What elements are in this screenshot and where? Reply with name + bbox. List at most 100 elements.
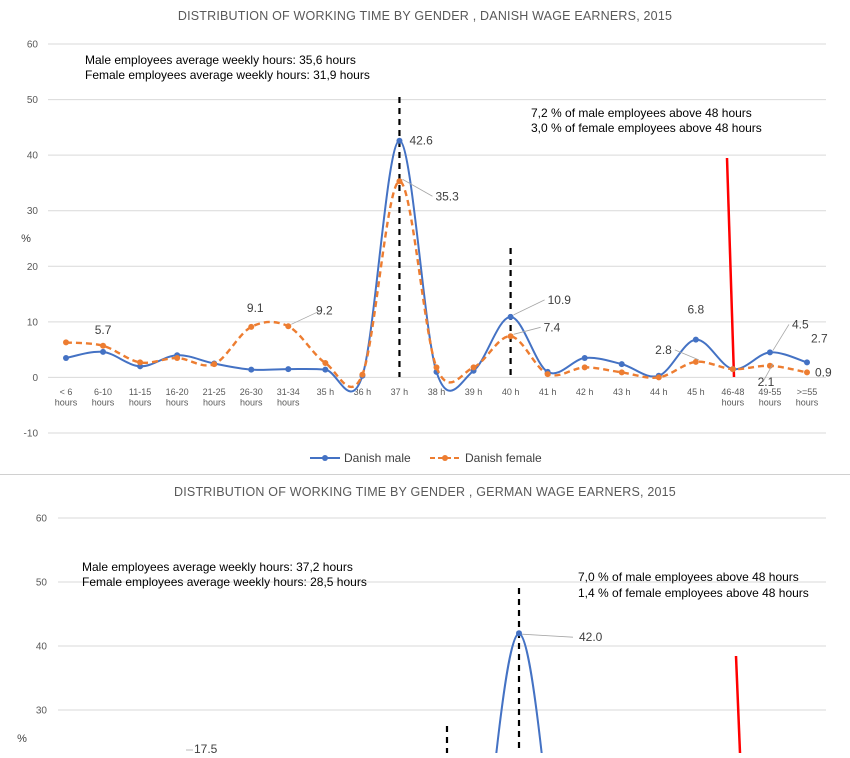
male-point: [322, 366, 329, 373]
x-tick-label: hours: [92, 398, 115, 408]
data-label: 42.6: [409, 134, 433, 148]
legend-male-label: Danish male: [344, 451, 411, 465]
male-point: [248, 366, 255, 373]
danish-chart: DISTRIBUTION OF WORKING TIME BY GENDER ,…: [21, 9, 832, 465]
y-tick-label: 20: [27, 262, 39, 273]
data-label-leader: [513, 299, 545, 316]
male-point: [285, 366, 292, 373]
y-tick-label: 30: [27, 206, 39, 217]
data-label: 17.5: [194, 742, 218, 753]
data-label: 0.9: [815, 365, 832, 379]
female-point: [285, 323, 292, 330]
german-chart: DISTRIBUTION OF WORKING TIME BY GENDER ,…: [17, 485, 826, 757]
female-point: [507, 333, 514, 340]
data-label: 2.1: [758, 375, 775, 389]
data-label-leader: [772, 324, 790, 351]
x-tick-label: 11-15: [129, 387, 151, 397]
data-label: 35.3: [435, 189, 459, 203]
danish-female-line: [65, 180, 808, 389]
limit-line-48h: [734, 655, 742, 754]
x-tick-label: 45 h: [687, 387, 705, 397]
data-label: 6.8: [688, 303, 705, 317]
x-tick-label: 42 h: [576, 387, 594, 397]
data-label: 7.4: [544, 320, 561, 334]
y-axis-label: %: [21, 233, 31, 245]
limit-line-48h: [725, 157, 736, 378]
legend-male-marker: [322, 455, 328, 461]
x-tick-label: hours: [759, 398, 782, 408]
data-label: 9.2: [316, 303, 333, 317]
male-point: [581, 354, 588, 361]
female-average-note: Female employees average weekly hours: 3…: [85, 68, 370, 82]
y-tick-label: 40: [27, 151, 39, 162]
female-point: [618, 369, 625, 376]
x-tick-label: hours: [277, 398, 300, 408]
data-label-leader: [674, 349, 700, 361]
x-tick-label: 46-48: [721, 387, 744, 397]
data-label: 5.7: [95, 323, 112, 337]
x-tick-label: 35 h: [317, 387, 335, 397]
x-tick-label: 16-20: [166, 387, 189, 397]
data-label: 4.5: [792, 317, 809, 331]
data-label: 42.0: [579, 630, 603, 644]
y-tick-label: 50: [27, 95, 39, 106]
y-tick-label: 60: [27, 40, 39, 51]
x-tick-label: 49-55: [758, 387, 781, 397]
data-label-leader: [291, 309, 322, 325]
female-point: [581, 364, 588, 371]
female-point: [137, 359, 144, 366]
x-tick-label: 40 h: [502, 387, 520, 397]
male-point: [396, 137, 403, 144]
male-above-48-note: 7,0 % of male employees above 48 hours: [578, 570, 799, 584]
y-tick-label: -10: [24, 429, 39, 440]
female-point: [433, 364, 440, 371]
x-tick-label: hours: [796, 398, 819, 408]
x-tick-label: 38 h: [428, 387, 446, 397]
female-point: [396, 178, 403, 185]
data-label-leader: [521, 633, 574, 638]
legend-female-label: Danish female: [465, 451, 542, 465]
female-above-48-note: 1,4 % of female employees above 48 hours: [578, 586, 809, 600]
female-point: [211, 361, 218, 368]
chart-title: DISTRIBUTION OF WORKING TIME BY GENDER ,…: [174, 485, 676, 499]
y-tick-label: 60: [36, 514, 48, 525]
male-average-note: Male employees average weekly hours: 37,…: [82, 560, 353, 574]
male-point: [766, 349, 773, 356]
female-point: [248, 323, 255, 330]
german-chart-panel: DISTRIBUTION OF WORKING TIME BY GENDER ,…: [0, 476, 850, 757]
female-point: [729, 366, 736, 373]
female-point: [692, 358, 699, 365]
data-label-leader: [402, 178, 433, 197]
male-point: [63, 354, 69, 361]
x-tick-label: 6-10: [94, 387, 112, 397]
danish-male-line: [65, 139, 808, 393]
data-label: 10.9: [548, 293, 572, 307]
data-label: 2.7: [811, 331, 828, 345]
data-label: 2.8: [655, 343, 672, 357]
x-tick-label: hours: [722, 398, 745, 408]
y-tick-label: 30: [36, 706, 48, 717]
male-point: [507, 313, 514, 320]
y-tick-label: 10: [27, 317, 39, 328]
female-average-note: Female employees average weekly hours: 2…: [82, 575, 367, 589]
x-tick-label: 31-34: [277, 387, 300, 397]
x-tick-label: 36 h: [354, 387, 372, 397]
x-tick-label: hours: [129, 398, 152, 408]
female-point: [322, 359, 329, 366]
male-average-note: Male employees average weekly hours: 35,…: [85, 53, 356, 67]
x-tick-label: hours: [240, 398, 263, 408]
y-tick-label: 40: [36, 642, 48, 653]
female-point: [804, 369, 810, 376]
x-tick-label: 44 h: [650, 387, 668, 397]
x-tick-label: 21-25: [203, 387, 226, 397]
x-tick-label: < 6: [60, 387, 73, 397]
female-point: [359, 371, 366, 378]
chart-title: DISTRIBUTION OF WORKING TIME BY GENDER ,…: [178, 9, 672, 23]
y-axis-label: %: [17, 733, 27, 745]
x-tick-label: hours: [203, 398, 226, 408]
x-tick-label: 43 h: [613, 387, 631, 397]
male-point: [516, 630, 522, 637]
female-point: [174, 354, 181, 361]
female-point: [470, 364, 477, 371]
data-label-leader: [513, 326, 541, 335]
